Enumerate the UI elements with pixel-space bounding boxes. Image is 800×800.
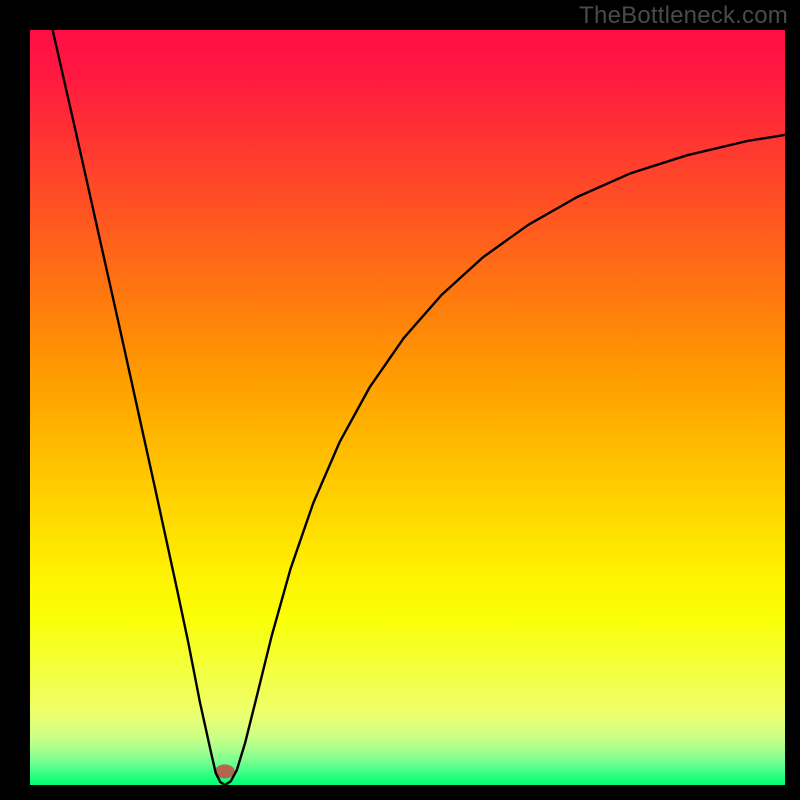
chart-svg: [30, 30, 785, 785]
chart-root: TheBottleneck.com: [0, 0, 800, 800]
plot-area: [30, 30, 785, 785]
valley-marker: [215, 764, 235, 778]
gradient-background: [30, 30, 785, 785]
bottleneck-curve: [53, 30, 785, 785]
watermark-text: TheBottleneck.com: [579, 2, 788, 30]
